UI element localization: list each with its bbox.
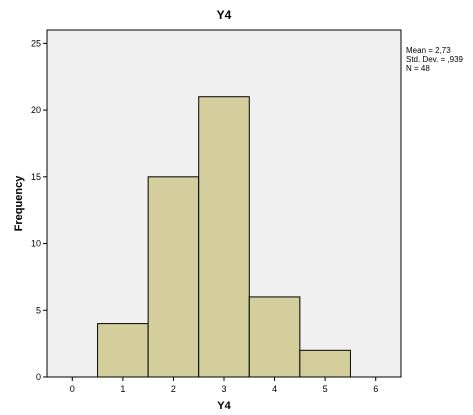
y-tick-label-0: 0 [36, 372, 41, 382]
y-tick-label-5: 5 [36, 305, 41, 315]
y-tick-label-10: 10 [31, 239, 41, 249]
x-tick-label-6: 6 [373, 384, 378, 394]
axes-layer: 0 1 2 3 4 5 6 0 5 10 15 20 25 [31, 30, 401, 394]
y-tick-label-15: 15 [31, 172, 41, 182]
bar-5 [299, 349, 351, 378]
x-tick-label-1: 1 [120, 384, 125, 394]
x-tick-label-2: 2 [171, 384, 176, 394]
y-axis-label: Frequency [13, 175, 25, 232]
bar-1 [97, 323, 149, 378]
bar-2 [147, 176, 200, 378]
x-tick-label-4: 4 [272, 384, 277, 394]
stat-std-dev: Std. Dev. = ,939 [406, 55, 464, 64]
stat-n: N = 48 [406, 64, 430, 73]
x-tick-label-3: 3 [221, 384, 226, 394]
bars-layer [97, 96, 351, 378]
y-tick-label-20: 20 [31, 105, 41, 115]
x-tick-label-0: 0 [70, 384, 75, 394]
x-tick-label-5: 5 [323, 384, 328, 394]
y-tick-label-25: 25 [31, 38, 41, 48]
x-axis-label: Y4 [217, 400, 231, 412]
bar-4 [248, 296, 301, 378]
stats-box: Mean = 2,73 Std. Dev. = ,939 N = 48 [406, 46, 464, 73]
stat-mean: Mean = 2,73 [406, 46, 451, 55]
chart-title: Y4 [217, 8, 232, 22]
bar-3 [198, 96, 250, 378]
